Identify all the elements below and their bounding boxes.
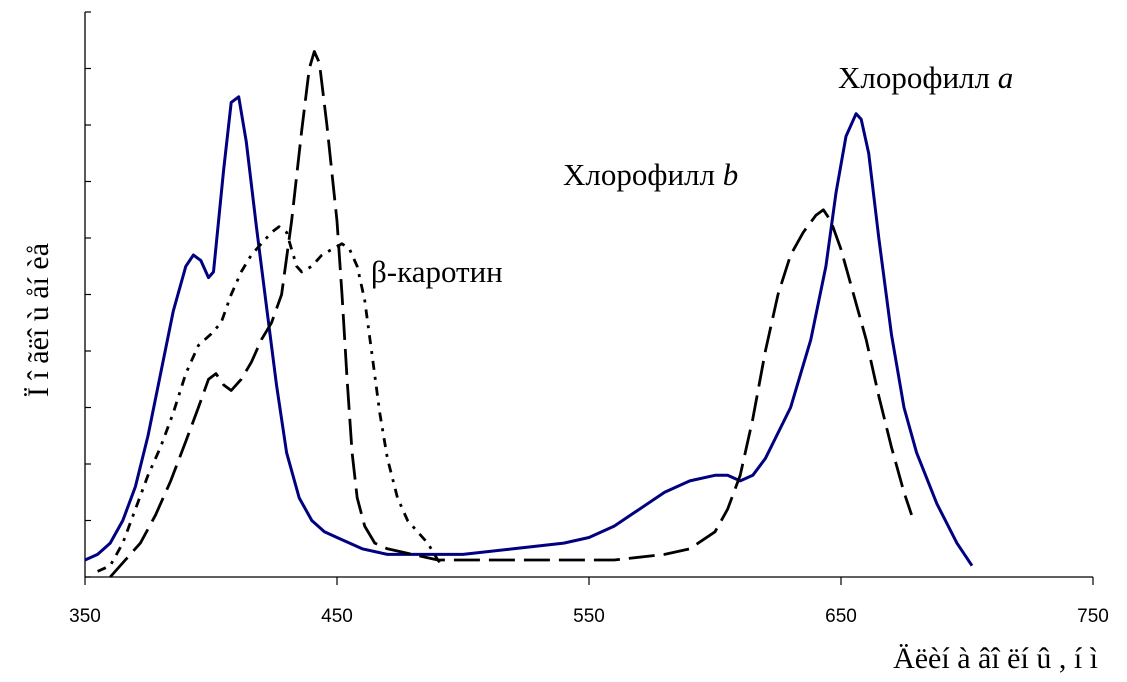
series-line-2 [109, 50, 913, 578]
series-line-1 [84, 95, 974, 567]
x-tick-label: 750 [1077, 606, 1109, 627]
axes: 350 450 550 650 750 [69, 11, 1109, 627]
annotation-chlorophyll-a-letter: a [998, 60, 1014, 95]
annotation-chlorophyll-b-letter: b [723, 157, 739, 192]
annotation-beta-carotene-text: β-каротин [371, 254, 503, 289]
annotation-chlorophyll-b: Хлорофилл b [563, 157, 738, 192]
annotation-chlorophyll-a: Хлорофилл a [838, 60, 1013, 95]
y-axis-title: Ï î ãëî ù åí èå [22, 243, 55, 397]
annotation-chlorophyll-b-text: Хлорофилл [563, 157, 723, 192]
series-group [84, 50, 974, 578]
annotation-beta-carotene: β-каротин [371, 254, 503, 289]
x-tick-label: 350 [69, 606, 101, 627]
x-axis-title: Äëèí à âî ëí û , í ì [893, 642, 1098, 675]
x-tick-label: 650 [825, 606, 857, 627]
series-line-3 [97, 225, 444, 573]
annotation-chlorophyll-a-text: Хлорофилл [838, 60, 998, 95]
x-tick-label: 450 [321, 606, 353, 627]
x-tick-label: 550 [573, 606, 605, 627]
